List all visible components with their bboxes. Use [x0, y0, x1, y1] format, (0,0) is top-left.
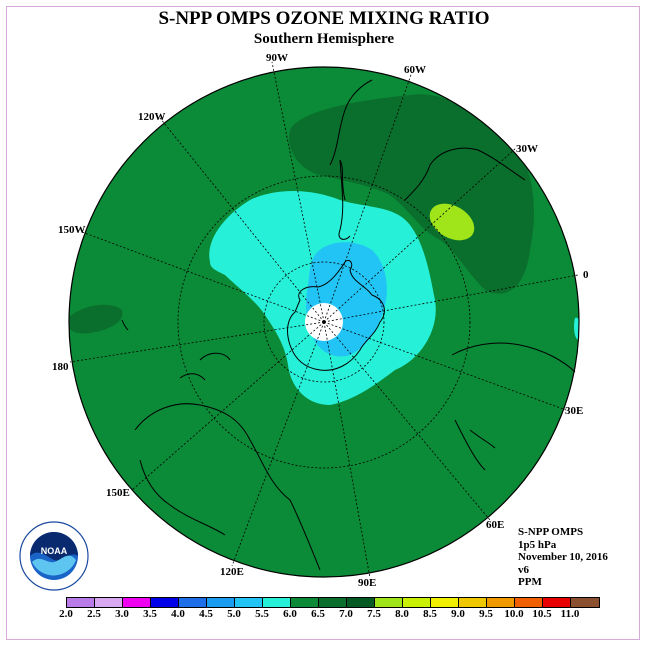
- lon-label-90w: 90W: [266, 52, 288, 64]
- lon-label-30w: 30W: [516, 143, 538, 155]
- colorbar-swatch: [179, 598, 207, 607]
- units-label: PPM: [518, 576, 542, 588]
- colorbar-tick-label: 2.5: [87, 608, 101, 620]
- lon-label-60e: 60E: [486, 519, 504, 531]
- colorbar-swatch: [403, 598, 431, 607]
- ozone-band-7-5: [429, 203, 475, 241]
- coastlines: [121, 79, 576, 571]
- colorbar-swatch: [319, 598, 347, 607]
- colorbar-swatch: [515, 598, 543, 607]
- lon-label-120w: 120W: [138, 111, 166, 123]
- lon-label-0: 0: [583, 269, 589, 281]
- colorbar-tick-label: 8.5: [423, 608, 437, 620]
- lon-label-90e: 90E: [358, 577, 376, 589]
- version-label: v6: [518, 563, 529, 576]
- lon-label-150e: 150E: [106, 487, 130, 499]
- colorbar-tick-label: 3.5: [143, 608, 157, 620]
- colorbar: [66, 597, 600, 608]
- colorbar-tick-label: 9.5: [479, 608, 493, 620]
- colorbar-tick-label: 10.0: [504, 608, 524, 620]
- noaa-logo-text: NOAA: [41, 546, 68, 556]
- colorbar-swatch: [263, 598, 291, 607]
- colorbar-swatch: [67, 598, 95, 607]
- colorbar-swatch: [347, 598, 375, 607]
- lon-label-120e: 120E: [220, 566, 244, 578]
- figure-frame: [6, 6, 640, 640]
- south-pole-marker: [322, 320, 326, 324]
- colorbar-tick-label: 11.0: [560, 608, 580, 620]
- colorbar-tick-label: 9.0: [451, 608, 465, 620]
- colorbar-swatch: [487, 598, 515, 607]
- colorbar-tick-label: 4.5: [199, 608, 213, 620]
- colorbar-tick-label: 2.0: [59, 608, 73, 620]
- graticule: [69, 61, 579, 579]
- hemisphere-rim: [68, 66, 580, 578]
- lon-label-180: 180: [52, 361, 69, 373]
- colorbar-tick-label: 10.5: [532, 608, 552, 620]
- colorbar-swatch: [459, 598, 487, 607]
- colorbar-swatch: [291, 598, 319, 607]
- colorbar-swatch: [123, 598, 151, 607]
- colorbar-tick-label: 5.5: [255, 608, 269, 620]
- lon-label-30e: 30E: [565, 405, 583, 417]
- colorbar-swatch: [543, 598, 571, 607]
- pressure-level-label: 1p5 hPa: [518, 538, 557, 551]
- ozone-band-6-5-west: [69, 304, 123, 334]
- colorbar-swatch: [151, 598, 179, 607]
- colorbar-tick-label: 3.0: [115, 608, 129, 620]
- map-title: S-NPP OMPS OZONE MIXING RATIO: [158, 8, 490, 29]
- colorbar-tick-label: 7.5: [367, 608, 381, 620]
- instrument-label: S-NPP OMPS: [518, 526, 584, 538]
- colorbar-swatch: [95, 598, 123, 607]
- map-subtitle: Southern Hemisphere: [253, 31, 395, 47]
- colorbar-swatch: [235, 598, 263, 607]
- product-info: S-NPP OMPS 1p5 hPa November 10, 2016 v6 …: [518, 526, 608, 589]
- colorbar-swatch: [571, 598, 599, 607]
- lon-label-150w: 150W: [58, 224, 86, 236]
- ozone-field: [69, 67, 579, 577]
- noaa-logo: NOAA: [19, 521, 89, 591]
- colorbar-tick-label: 8.0: [395, 608, 409, 620]
- colorbar-tick-label: 4.0: [171, 608, 185, 620]
- lon-label-60w: 60W: [404, 64, 426, 76]
- colorbar-tick-label: 5.0: [227, 608, 241, 620]
- colorbar-tick-label: 7.0: [339, 608, 353, 620]
- colorbar-swatch: [207, 598, 235, 607]
- colorbar-swatch: [431, 598, 459, 607]
- date-label: November 10, 2016: [518, 551, 608, 563]
- colorbar-tick-label: 6.5: [311, 608, 325, 620]
- colorbar-tick-label: 6.0: [283, 608, 297, 620]
- colorbar-ticks: 2.0 2.5 3.0 3.5 4.0 4.5 5.0 5.5 6.0 6.5 7.0 7.5 8.0 8…: [52, 608, 612, 622]
- colorbar-swatch: [375, 598, 403, 607]
